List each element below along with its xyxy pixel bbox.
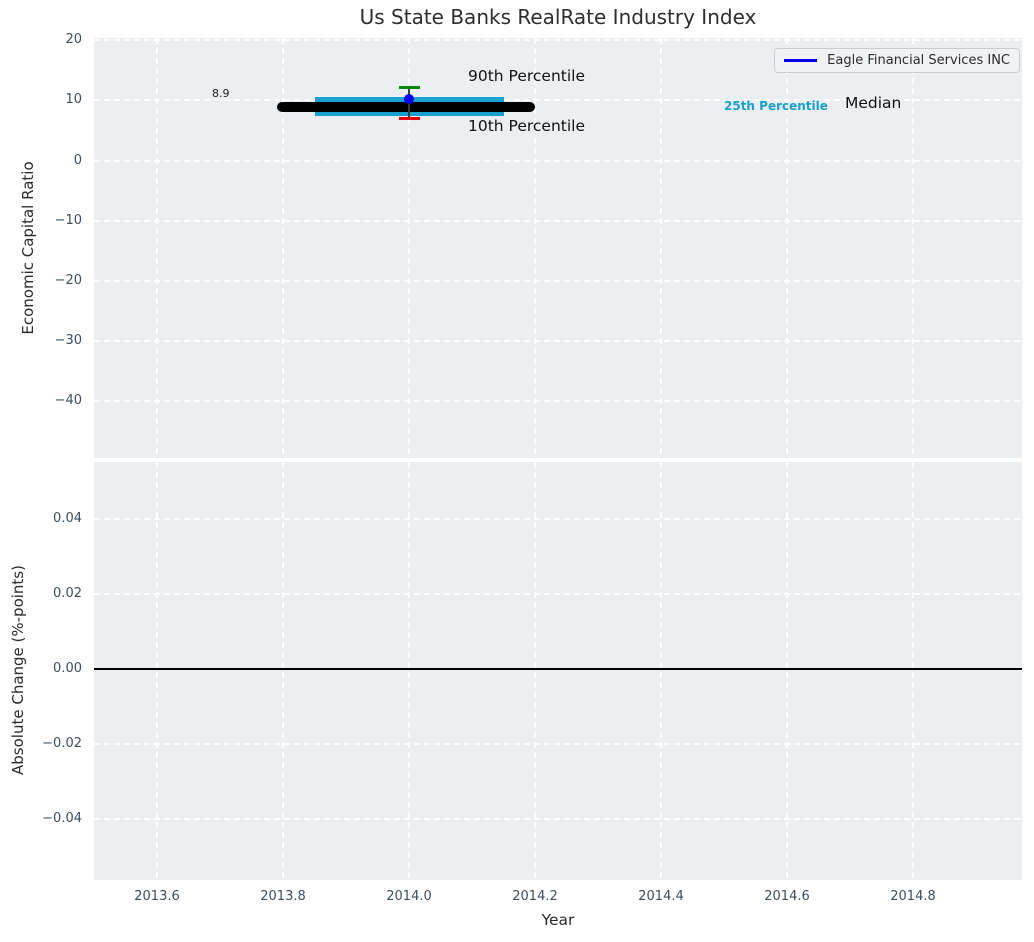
x-tick-label: 2014.4	[638, 889, 684, 904]
legend: Eagle Financial Services INC	[774, 48, 1020, 73]
x-gridline	[660, 38, 662, 458]
y-tick-label: −0.02	[42, 736, 82, 751]
x-gridline	[912, 38, 914, 458]
company-data-point	[404, 94, 414, 104]
y-tick-label: −10	[54, 212, 82, 228]
x-gridline	[786, 462, 788, 880]
x-gridline	[786, 38, 788, 458]
x-gridline	[282, 462, 284, 880]
x-gridline	[912, 462, 914, 880]
annotation-90th-percentile: 90th Percentile	[468, 67, 586, 85]
y-tick-label: 20	[65, 32, 82, 47]
x-gridline	[660, 462, 662, 880]
x-gridline	[156, 462, 158, 880]
x-gridline	[408, 38, 410, 458]
y-tick-label: −20	[54, 272, 82, 288]
annotation-median: Median	[845, 94, 902, 112]
y-gridline	[94, 279, 1022, 282]
y-gridline	[94, 99, 1022, 102]
x-tick-label: 2014.6	[764, 889, 810, 904]
y-tick-label: 0	[73, 152, 82, 168]
y-gridline	[94, 593, 1022, 596]
top-axes-economic-capital-ratio: 90th Percentile 10th Percentile 25th Per…	[94, 38, 1022, 458]
y-gridline	[94, 340, 1022, 343]
y-tick-label: 10	[65, 92, 82, 108]
annotation-10th-percentile: 10th Percentile	[468, 117, 586, 135]
y-tick-label: 0.00	[53, 661, 82, 677]
y-tick-label: −40	[54, 393, 82, 409]
y-gridline	[94, 817, 1022, 820]
x-gridline	[282, 38, 284, 458]
chart-title: Us State Banks RealRate Industry Index	[359, 5, 757, 29]
annotation-25th-percentile: 25th Percentile	[724, 99, 828, 113]
zero-reference-line	[94, 668, 1022, 671]
legend-label: Eagle Financial Services INC	[827, 53, 1010, 68]
y-gridline	[94, 219, 1022, 222]
y-gridline	[94, 39, 1022, 41]
percentile-90-cap	[398, 86, 420, 90]
y-gridline	[94, 400, 1022, 403]
y-tick-label: 0.02	[53, 586, 82, 602]
x-gridline	[408, 462, 410, 880]
x-gridline	[534, 462, 536, 880]
y-gridline	[94, 159, 1022, 162]
y-gridline	[94, 743, 1022, 745]
bottom-axes-absolute-change	[94, 462, 1022, 880]
x-gridline	[534, 38, 536, 458]
x-tick-label: 2014.8	[890, 889, 936, 904]
y-tick-label: 0.04	[53, 511, 82, 527]
y-tick-label: −30	[54, 333, 82, 349]
x-gridline	[156, 38, 158, 458]
percentile-10-cap	[398, 117, 420, 121]
x-tick-label: 2013.8	[260, 889, 306, 904]
annotation-median-value: 8.9	[212, 87, 230, 100]
x-tick-label: 2014.2	[512, 889, 558, 904]
y-gridline	[94, 518, 1022, 521]
industry-median-line	[276, 101, 535, 112]
x-axis-label: Year	[541, 911, 575, 929]
legend-line-sample	[784, 59, 818, 62]
y-axis-label-economic-capital-ratio: Economic Capital Ratio	[19, 161, 37, 335]
x-tick-label: 2014.0	[386, 889, 432, 904]
x-tick-label: 2013.6	[134, 889, 180, 904]
y-tick-label: −0.04	[42, 810, 82, 826]
